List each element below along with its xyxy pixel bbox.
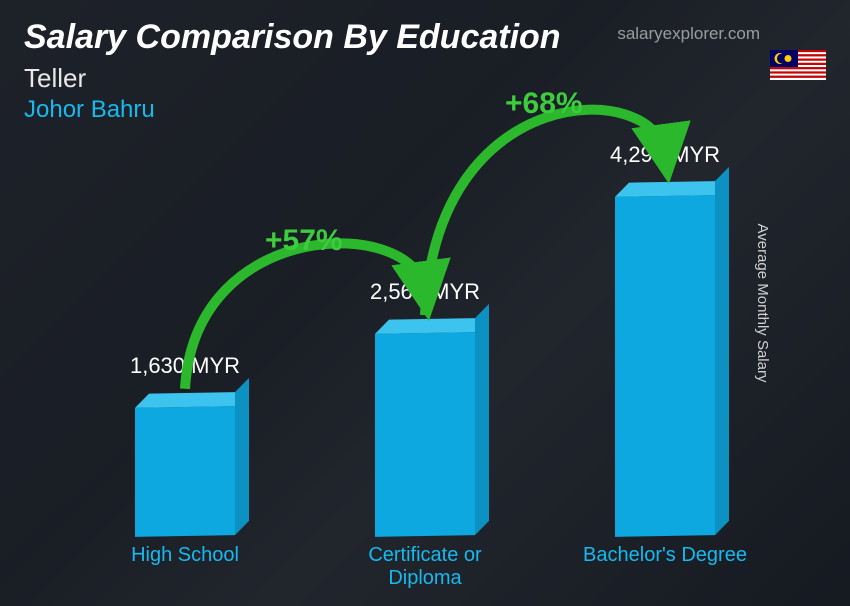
- watermark-text: salaryexplorer.com: [617, 24, 760, 44]
- malaysia-flag-icon: [770, 50, 826, 80]
- chart-subtitle: Teller: [24, 63, 826, 94]
- chart-location: Johor Bahru: [24, 96, 826, 124]
- increase-arc-icon: [60, 136, 800, 586]
- increase-label: +68%: [505, 87, 583, 121]
- bar-chart: 1,630 MYR High School 2,560 MYR Certific…: [60, 136, 800, 586]
